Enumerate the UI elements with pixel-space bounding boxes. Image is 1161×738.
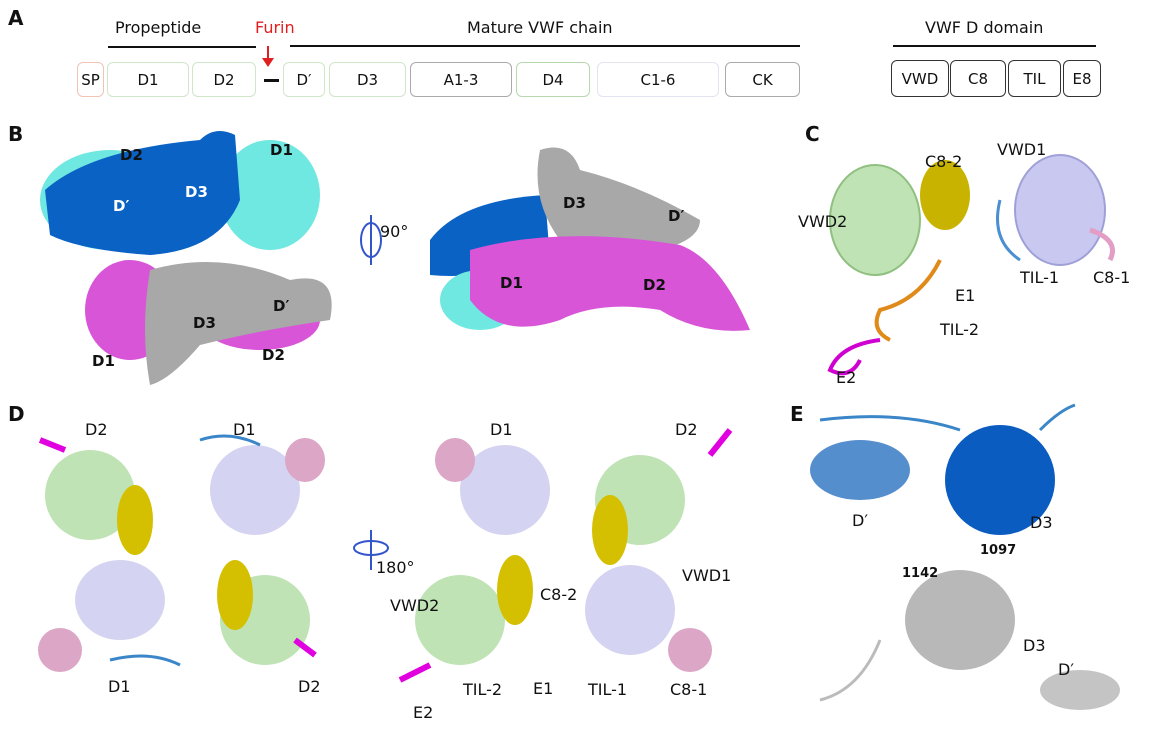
panel-label-d: D [8,402,25,426]
label: D1 [108,677,131,696]
panel-label-e: E [790,402,804,426]
label: TIL-2 [463,680,503,699]
label: D1 [92,352,115,370]
domain-ck: CK [725,62,800,97]
part-e8: E8 [1063,60,1101,97]
domain-c1-6: C1-6 [597,62,719,97]
label: D2 [85,420,108,439]
rotation-label: 180° [376,558,415,577]
panel-b-right-surface [430,147,750,331]
label: D′ [1058,660,1074,679]
furin-cleavage-arrow [267,46,269,60]
label: D′ [113,197,130,215]
label: D1 [500,274,523,292]
d-domain-title: VWF D domain [925,18,1044,37]
label: TIL-1 [1020,268,1060,287]
label: D′ [273,297,290,315]
propeptide-label: Propeptide [115,18,202,37]
d-domain-bar [893,45,1096,47]
label: VWD2 [798,212,848,231]
panel-label-c: C [805,122,820,146]
furin-label: Furin [255,18,295,37]
label: C8-2 [540,585,578,604]
label: C8-2 [925,152,963,171]
label: E2 [413,703,434,722]
label: D3 [1030,513,1053,532]
part-vwd: VWD [891,60,949,97]
label: D2 [262,346,285,364]
panel-e-cartoon [810,403,1120,710]
domain-d4: D4 [516,62,590,97]
label: D3 [1023,636,1046,655]
domain-d1: D1 [107,62,189,97]
label: E2 [836,368,857,387]
domain-sp: SP [77,62,104,97]
panel-b-left-surface [40,131,332,385]
domain-d2: D2 [192,62,256,97]
label: D1 [490,420,513,439]
panel-d-right-cartoon [398,428,733,683]
label: D1 [233,420,256,439]
label: TIL-1 [588,680,628,699]
label: VWD1 [682,566,732,585]
label: TIL-2 [940,320,980,339]
label: C8-1 [670,680,708,699]
rotation-label: 90° [380,222,409,241]
propeptide-bar [108,46,256,48]
label: D3 [185,183,208,201]
residue-label: 1142 [902,566,939,581]
domain-a1-3: A1-3 [410,62,512,97]
mature-chain-label: Mature VWF chain [467,18,613,37]
label: D3 [563,194,586,212]
label: D′ [668,207,685,225]
label: D2 [298,677,321,696]
label: D1 [270,141,293,159]
panel-label-b: B [8,122,24,146]
label: D2 [643,276,666,294]
domain-d3: D3 [329,62,406,97]
mature-bar [290,45,800,47]
label: E1 [533,679,554,698]
label: C8-1 [1093,268,1131,287]
label: D′ [852,511,868,530]
label: E1 [955,286,976,305]
rotate-90-icon [360,215,382,265]
residue-label: 1097 [980,543,1017,558]
panel-label-a: A [8,6,24,30]
label: VWD2 [390,596,440,615]
cleavage-gap [264,79,279,82]
panel-d-left-cartoon [38,434,325,672]
part-c8: C8 [950,60,1006,97]
domain-d-prime: D′ [283,62,325,97]
label: D2 [675,420,698,439]
label: D3 [193,314,216,332]
label: D2 [120,146,143,164]
rotate-180-icon [353,530,389,570]
arrow-head-icon [262,58,274,67]
panel-c-cartoon [827,154,1115,376]
label: VWD1 [997,140,1047,159]
part-til: TIL [1008,60,1061,97]
